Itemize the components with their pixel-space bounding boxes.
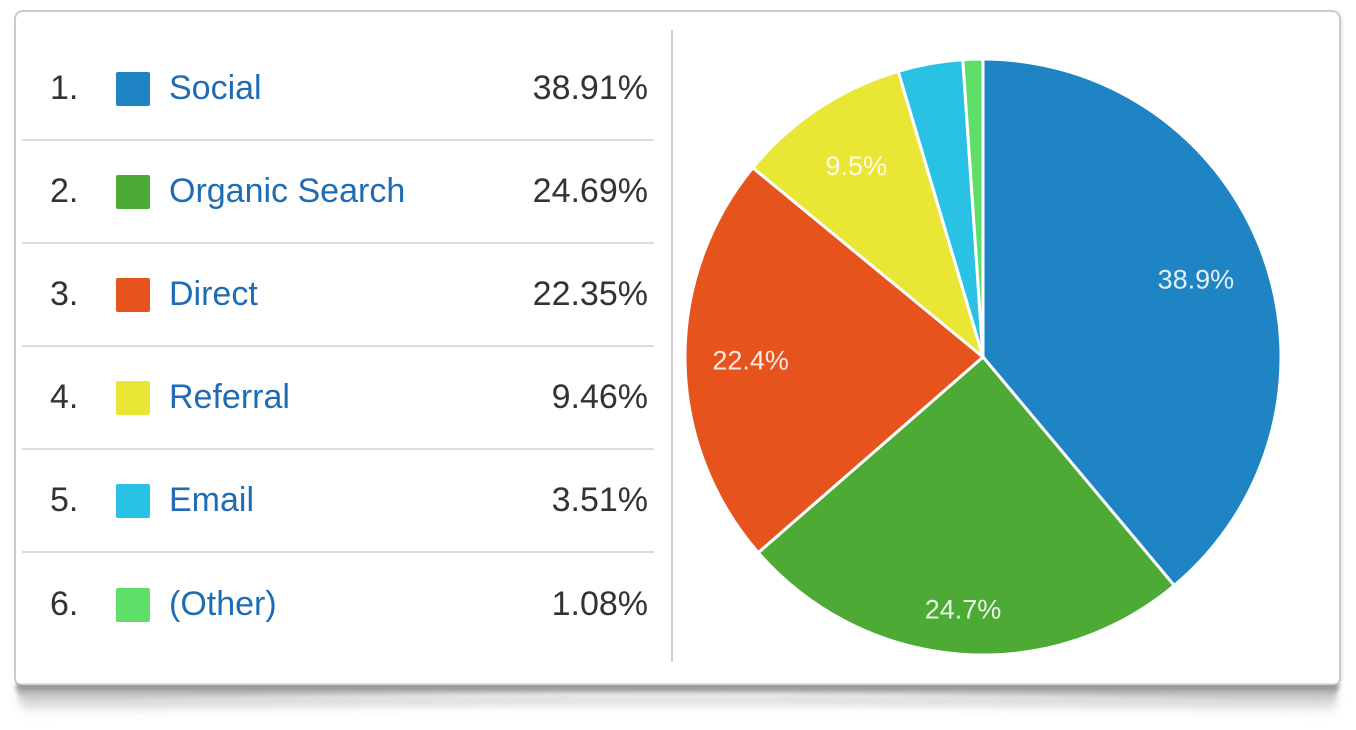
pie-slice-other[interactable] [961, 57, 985, 359]
row-color-swatch [116, 380, 150, 415]
pie-slice-label: 38.9% [1158, 265, 1235, 295]
row-rank: 2. [50, 172, 79, 210]
pie-slice-label: 22.4% [712, 345, 789, 375]
channel-link-other[interactable]: (Other) [169, 585, 277, 623]
channels-card: 1. Social 38.91% 2. Organic Search 24.69… [14, 10, 1341, 687]
channels-legend-table: 1. Social 38.91% 2. Organic Search 24.69… [22, 38, 654, 656]
row-color-swatch [116, 277, 150, 312]
row-percent: 38.91% [532, 69, 648, 107]
row-percent: 1.08% [551, 585, 648, 623]
legend-row-social: 1. Social 38.91% [22, 38, 654, 141]
pie-slice-label: 9.5% [825, 151, 887, 181]
legend-row-direct: 3. Direct 22.35% [22, 244, 654, 347]
row-percent: 24.69% [532, 172, 648, 210]
channel-link-organic-search[interactable]: Organic Search [169, 172, 406, 210]
row-rank: 1. [50, 69, 79, 107]
legend-row-referral: 4. Referral 9.46% [22, 347, 654, 450]
pie-slice-organic-search[interactable] [756, 355, 1176, 657]
row-percent: 3.51% [551, 481, 648, 519]
row-rank: 6. [50, 585, 79, 623]
channel-link-email[interactable]: Email [169, 481, 255, 519]
pie-slice-social[interactable] [981, 57, 1283, 588]
legend-row-organic-search: 2. Organic Search 24.69% [22, 141, 654, 244]
legend-row-other: 6. (Other) 1.08% [22, 553, 654, 656]
channel-link-social[interactable]: Social [169, 69, 262, 107]
row-percent: 9.46% [551, 378, 648, 416]
table-chart-divider [671, 30, 673, 662]
row-rank: 3. [50, 275, 79, 313]
traffic-channels-pie-chart: 38.9% 24.7% 22.4% 9.5% [683, 57, 1283, 657]
row-rank: 5. [50, 481, 79, 519]
pie-slice-referral[interactable] [751, 69, 985, 359]
row-percent: 22.35% [532, 275, 648, 313]
pie-slice-label: 24.7% [925, 595, 1002, 625]
row-color-swatch [116, 483, 150, 518]
pie-slice-direct[interactable] [683, 166, 985, 555]
channel-link-direct[interactable]: Direct [169, 275, 258, 313]
row-color-swatch [116, 71, 150, 106]
row-color-swatch [116, 174, 150, 209]
legend-row-email: 5. Email 3.51% [22, 450, 654, 553]
card-drop-shadow [15, 685, 1340, 713]
channel-link-referral[interactable]: Referral [169, 378, 290, 416]
row-color-swatch [116, 587, 150, 622]
row-rank: 4. [50, 378, 79, 416]
